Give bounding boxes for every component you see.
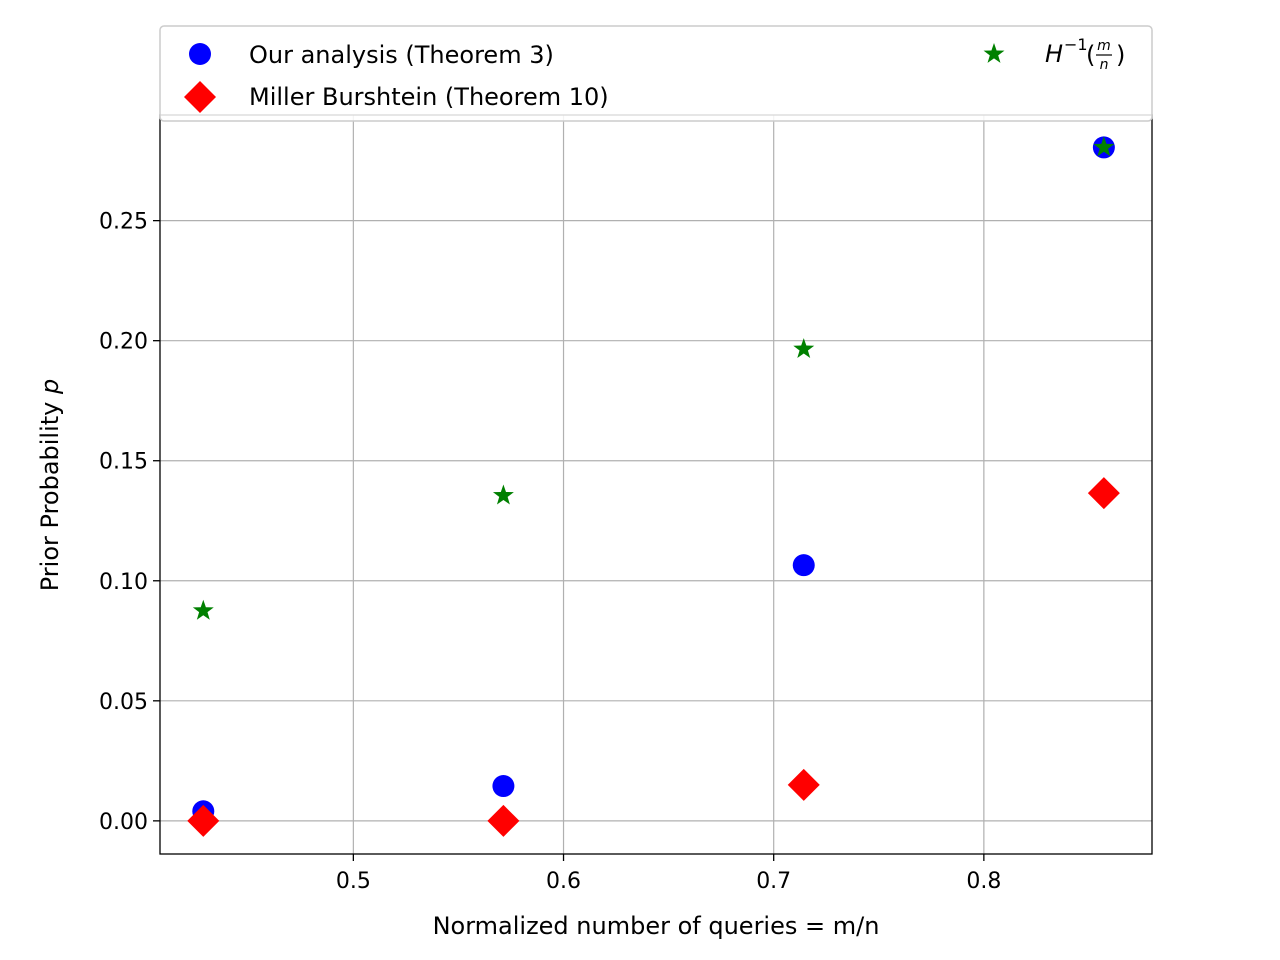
miller-burshtein-point xyxy=(487,804,520,837)
legend-markers xyxy=(184,43,1005,113)
h-inverse-point xyxy=(1093,136,1115,157)
legend-h-close-paren: ) xyxy=(1116,41,1125,69)
miller-burshtein-point xyxy=(1087,477,1120,510)
legend-marker-our-analysis xyxy=(189,43,211,65)
y-tick-label: 0.10 xyxy=(99,570,148,595)
legend-h-frac-den: n xyxy=(1100,57,1109,73)
y-tick-label: 0.15 xyxy=(99,450,148,475)
legend: Our analysis (Theorem 3) Miller Burshtei… xyxy=(159,25,1153,122)
y-axis-label-symbol: p xyxy=(36,379,64,395)
x-tick-label: 0.6 xyxy=(546,869,581,894)
miller-burshtein-point xyxy=(787,768,820,801)
axis-ticks: 0.5 0.6 0.7 0.8 0.00 0.05 0.10 0.15 0.20 0.25 xyxy=(99,210,1001,894)
h-inverse-point xyxy=(492,484,514,505)
legend-h-frac-num: m xyxy=(1097,38,1111,54)
x-tick-label: 0.5 xyxy=(336,869,371,894)
miller-burshtein-point xyxy=(187,804,220,837)
x-axis-label: Normalized number of queries = m/n xyxy=(433,912,880,940)
y-tick-label: 0.25 xyxy=(99,210,148,235)
y-tick-label: 0.00 xyxy=(99,810,148,835)
y-tick-label: 0.20 xyxy=(99,330,148,355)
legend-h-superscript: −1 xyxy=(1064,35,1088,54)
y-tick-label: 0.05 xyxy=(99,690,148,715)
grid-lines xyxy=(160,115,1152,854)
legend-marker-miller-burshtein xyxy=(184,81,216,113)
x-tick-label: 0.7 xyxy=(756,869,791,894)
h-inverse-point xyxy=(192,599,214,620)
our-analysis-point xyxy=(492,775,515,798)
legend-label-our-analysis: Our analysis (Theorem 3) xyxy=(249,41,554,69)
data-markers xyxy=(187,136,1120,837)
legend-h-base: H xyxy=(1045,40,1063,68)
y-axis-label: Prior Probability p xyxy=(36,379,64,592)
our-analysis-point xyxy=(792,554,815,577)
legend-box xyxy=(159,25,1153,122)
legend-h-open-paren: ( xyxy=(1086,41,1095,69)
legend-label-h-inverse: H −1 ( m n ) xyxy=(1045,35,1125,73)
legend-marker-h-inverse xyxy=(983,43,1005,63)
h-inverse-point xyxy=(793,338,815,358)
y-axis-label-text: Prior Probability xyxy=(36,402,64,592)
x-tick-label: 0.8 xyxy=(966,869,1001,894)
legend-label-miller-burshtein: Miller Burshtein (Theorem 10) xyxy=(249,83,609,111)
